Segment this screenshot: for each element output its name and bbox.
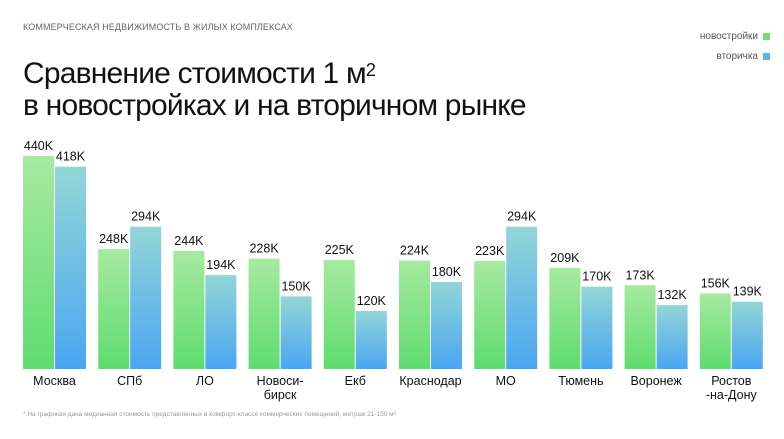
category-label: Краснодар bbox=[399, 374, 461, 388]
bar-resale bbox=[581, 286, 613, 369]
value-label-resale: 194K bbox=[206, 258, 236, 272]
bar-resale bbox=[506, 226, 538, 369]
legend: новостройки вторичка bbox=[700, 26, 770, 66]
bar-new bbox=[699, 293, 731, 369]
bar-new bbox=[399, 260, 430, 369]
category-label: МО bbox=[496, 374, 516, 388]
bar-resale bbox=[205, 275, 237, 369]
value-label-new: 156K bbox=[701, 276, 731, 290]
value-label-new: 225K bbox=[325, 243, 355, 257]
value-label-new: 248K bbox=[99, 232, 129, 246]
legend-item-resale: вторичка bbox=[700, 46, 770, 66]
value-label-new: 173K bbox=[625, 268, 655, 282]
legend-label-new: новостройки bbox=[699, 30, 758, 42]
value-label-new: 223K bbox=[475, 244, 505, 258]
bar-new bbox=[549, 267, 581, 369]
bar-new bbox=[474, 261, 506, 369]
bar-new bbox=[98, 248, 130, 369]
category-label: Ростов bbox=[711, 374, 752, 388]
value-label-resale: 150K bbox=[281, 279, 311, 293]
category-label: Тюмень bbox=[558, 374, 603, 388]
value-label-resale: 132K bbox=[657, 288, 687, 302]
bar-resale bbox=[130, 226, 162, 369]
value-label-resale: 170K bbox=[582, 270, 612, 284]
bar-new bbox=[173, 250, 205, 369]
bar-new bbox=[23, 156, 54, 369]
category-label: Воронеж bbox=[630, 374, 682, 388]
bar-resale bbox=[55, 166, 86, 369]
category-label: Москва bbox=[33, 374, 76, 388]
value-label-resale: 418K bbox=[56, 150, 86, 164]
category-label: Екб bbox=[345, 374, 366, 388]
bar-new bbox=[624, 285, 656, 369]
legend-item-new: новостройки bbox=[700, 26, 770, 46]
bar-new bbox=[323, 260, 355, 369]
bar-resale bbox=[431, 281, 462, 369]
legend-label-resale: вторичка bbox=[716, 50, 758, 62]
bar-resale bbox=[656, 305, 688, 369]
value-label-new: 440K bbox=[24, 139, 54, 153]
bar-resale bbox=[731, 301, 763, 369]
bar-new bbox=[248, 258, 280, 369]
title-sup: 2 bbox=[365, 60, 376, 80]
legend-swatch-resale bbox=[763, 52, 770, 60]
bar-resale bbox=[280, 296, 312, 369]
value-label-new: 224K bbox=[400, 244, 430, 258]
value-label-resale: 120K bbox=[357, 294, 387, 308]
title-line-1: Сравнение стоимости 1 м bbox=[23, 57, 367, 90]
value-label-new: 228K bbox=[249, 242, 279, 256]
value-label-resale: 294K bbox=[131, 210, 161, 224]
category-label: бирск bbox=[264, 388, 297, 402]
category-label: Новоси- bbox=[257, 374, 304, 388]
category-label: -на-Дону bbox=[706, 388, 758, 402]
bar-resale bbox=[355, 310, 387, 369]
category-label: СПб bbox=[117, 374, 142, 388]
page-title: Сравнение стоимости 1 м2 в новостройках … bbox=[23, 57, 527, 122]
value-label-resale: 139K bbox=[733, 285, 763, 299]
title-line-2: в новостройках и на вторичном рынке bbox=[23, 89, 527, 122]
value-label-new: 244K bbox=[174, 234, 204, 248]
value-label-new: 209K bbox=[550, 251, 580, 265]
value-label-resale: 180K bbox=[432, 265, 462, 279]
footnote: * На графиках дана медианная стоимость п… bbox=[23, 411, 396, 418]
value-label-resale: 294K bbox=[507, 210, 537, 224]
legend-swatch-new bbox=[763, 32, 770, 40]
category-label: ЛО bbox=[196, 374, 214, 388]
subtitle: КОММЕРЧЕСКАЯ НЕДВИЖИМОСТЬ В ЖИЛЫХ КОМПЛЕ… bbox=[23, 22, 293, 32]
